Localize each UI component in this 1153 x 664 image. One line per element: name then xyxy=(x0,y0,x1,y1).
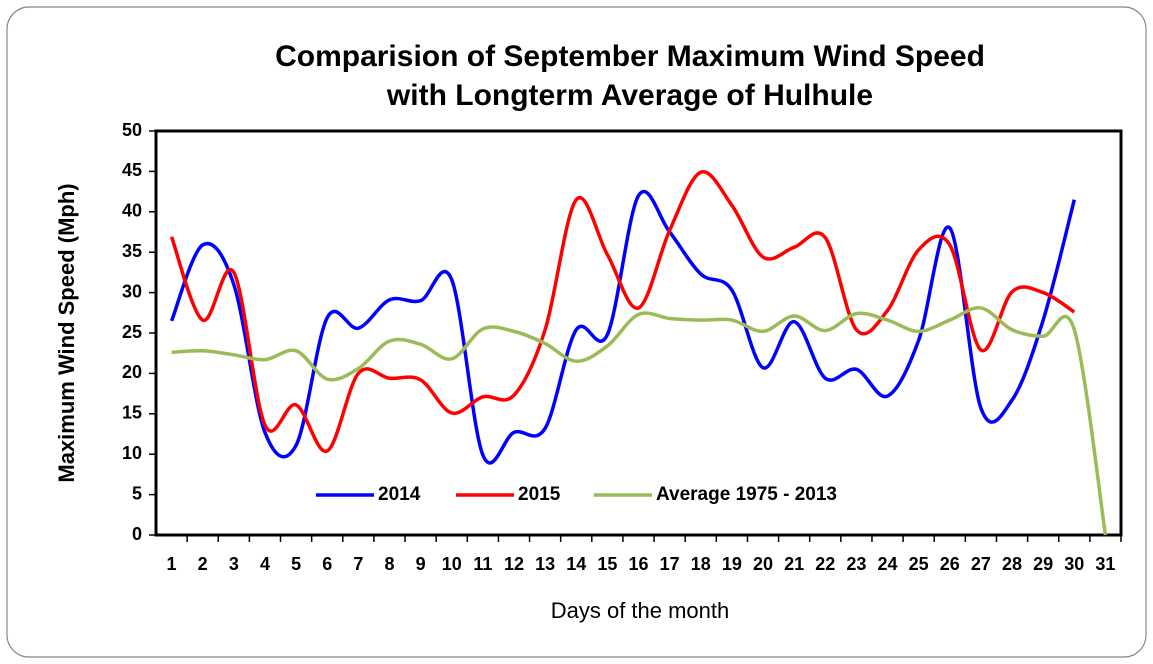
x-tick-label: 19 xyxy=(722,554,742,574)
y-tick-label: 0 xyxy=(132,524,142,544)
y-axis-label: Maximum Wind Speed (Mph) xyxy=(54,183,79,482)
series-line xyxy=(169,190,1077,465)
x-tick-label: 2 xyxy=(198,554,208,574)
x-tick-label: 25 xyxy=(909,554,929,574)
x-tick-label: 18 xyxy=(691,554,711,574)
y-tick-label: 10 xyxy=(122,443,142,463)
x-tick-label: 24 xyxy=(878,554,898,574)
y-tick-label: 50 xyxy=(122,120,142,140)
x-tick-label: 16 xyxy=(628,554,648,574)
x-tick-label: 15 xyxy=(597,554,617,574)
x-tick-label: 11 xyxy=(473,554,492,574)
y-tick-label: 20 xyxy=(122,362,142,382)
x-tick-label: 6 xyxy=(322,554,332,574)
legend-label: 2015 xyxy=(518,484,561,505)
x-tick-label: 17 xyxy=(660,554,680,574)
x-tick-label: 1 xyxy=(167,554,177,574)
x-tick-label: 7 xyxy=(353,554,363,574)
y-tick-label: 35 xyxy=(122,241,142,261)
x-tick-label: 31 xyxy=(1095,554,1115,574)
x-tick-label: 4 xyxy=(260,554,270,574)
y-tick-label: 15 xyxy=(122,403,142,423)
x-tick-label: 28 xyxy=(1002,554,1022,574)
y-tick-label: 30 xyxy=(122,281,142,301)
x-tick-label: 9 xyxy=(416,554,426,574)
x-tick-label: 5 xyxy=(291,554,301,574)
x-tick-label: 23 xyxy=(846,554,866,574)
x-tick-label: 30 xyxy=(1064,554,1084,574)
chart-title: Comparision of September Maximum Wind Sp… xyxy=(275,40,985,73)
legend-label: Average 1975 - 2013 xyxy=(656,484,837,505)
x-tick-label: 22 xyxy=(815,554,835,574)
x-axis-label: Days of the month xyxy=(551,598,730,623)
x-tick-label: 8 xyxy=(384,554,394,574)
x-tick-label: 10 xyxy=(442,554,462,574)
x-tick-label: 29 xyxy=(1033,554,1053,574)
series-line xyxy=(171,306,1108,536)
x-tick-label: 20 xyxy=(753,554,773,574)
x-tick-label: 27 xyxy=(971,554,991,574)
y-tick-label: 45 xyxy=(122,160,142,180)
x-tick-label: 14 xyxy=(566,554,586,574)
legend-label: 2014 xyxy=(378,484,421,505)
series-line xyxy=(169,170,1076,453)
x-tick-label: 26 xyxy=(940,554,960,574)
plot-area xyxy=(154,129,1123,537)
x-tick-label: 3 xyxy=(229,554,239,574)
y-tick-label: 40 xyxy=(122,201,142,221)
x-tick-label: 13 xyxy=(535,554,555,574)
x-tick-label: 12 xyxy=(504,554,524,574)
y-tick-label: 25 xyxy=(122,322,142,342)
y-tick-label: 5 xyxy=(132,483,142,503)
chart-title: with Longterm Average of Hulhule xyxy=(386,79,873,112)
x-tick-label: 21 xyxy=(784,554,804,574)
